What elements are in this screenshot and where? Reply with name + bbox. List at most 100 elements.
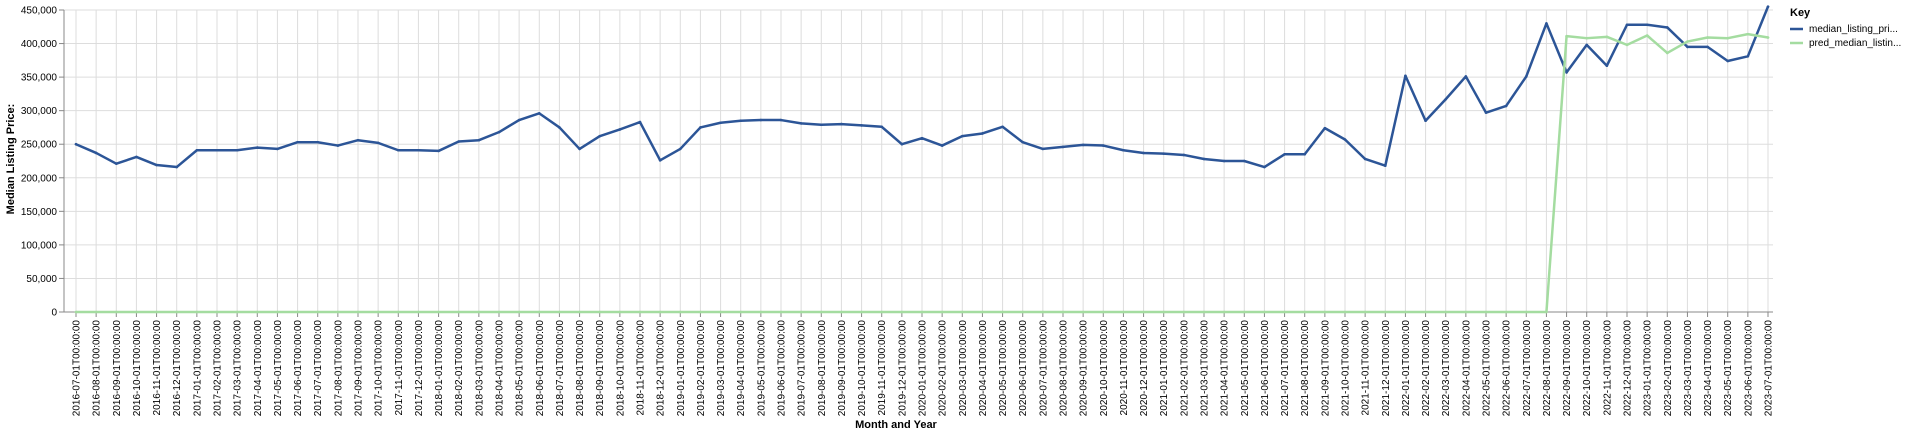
- y-tick-label: 0: [51, 308, 57, 319]
- x-tick-label: 2020-11-01T00:00:00: [1119, 320, 1130, 416]
- series-point: [1665, 26, 1669, 29]
- x-tick-label: 2022-09-01T00:00:00: [1562, 320, 1573, 417]
- series-point: [598, 310, 602, 314]
- x-tick-label: 2020-08-01T00:00:00: [1059, 320, 1070, 417]
- x-tick-label: 2019-01-01T00:00:00: [676, 320, 687, 417]
- x-tick-label: 2020-02-01T00:00:00: [938, 320, 949, 417]
- y-axis-title: Median Listing Price:: [5, 104, 17, 215]
- series-point: [840, 310, 843, 314]
- series-point: [74, 142, 78, 146]
- series-point: [235, 310, 239, 314]
- legend: Key median_listing_pri... pred_median_lis…: [1790, 7, 1901, 49]
- y-tick-label: 450,000: [21, 6, 58, 17]
- series-point: [1242, 310, 1246, 314]
- x-tick-label: 2017-05-01T00:00:00: [273, 320, 284, 417]
- series-point: [699, 310, 702, 314]
- series-point: [1665, 51, 1669, 55]
- series-point: [255, 310, 259, 314]
- series-point: [1202, 310, 1206, 314]
- x-tick-label: 2023-06-01T00:00:00: [1743, 320, 1754, 417]
- series-point: [1363, 157, 1367, 161]
- x-axis: 2016-07-01T00:00:00 2016-08-01T00:00:00 20…: [64, 311, 1775, 417]
- series-point: [94, 310, 98, 314]
- series-point: [376, 141, 380, 145]
- x-tick-label: 2022-10-01T00:00:00: [1582, 320, 1593, 417]
- series-point: [981, 310, 984, 314]
- series-point: [135, 310, 138, 314]
- series-point: [1263, 310, 1266, 314]
- series-point: [356, 310, 360, 314]
- series-point: [155, 163, 158, 167]
- series-point: [135, 155, 138, 159]
- x-tick-label: 2020-04-01T00:00:00: [978, 320, 989, 417]
- series-point: [1182, 310, 1186, 314]
- series-point: [860, 310, 863, 314]
- x-tick-label: 2019-06-01T00:00:00: [777, 320, 788, 417]
- series-point: [417, 310, 420, 314]
- x-tick-label: 2016-11-01T00:00:00: [152, 320, 163, 416]
- series-point: [537, 112, 541, 115]
- series-point: [1424, 119, 1427, 123]
- x-tick-label: 2017-08-01T00:00:00: [333, 320, 344, 417]
- series-point: [1101, 310, 1105, 314]
- x-tick-label: 2017-09-01T00:00:00: [354, 320, 365, 417]
- series-point: [356, 138, 360, 142]
- x-tick-label: 2020-10-01T00:00:00: [1099, 320, 1110, 417]
- series-point: [1182, 153, 1186, 157]
- x-tick-label: 2018-05-01T00:00:00: [515, 320, 526, 417]
- x-tick-label: 2019-07-01T00:00:00: [797, 320, 808, 417]
- series-point: [1001, 310, 1004, 314]
- series-point: [114, 310, 118, 314]
- series-point: [1363, 310, 1367, 314]
- x-tick-label: 2017-02-01T00:00:00: [213, 320, 224, 417]
- series-point: [1766, 36, 1770, 39]
- series-point: [1222, 159, 1226, 163]
- series-point: [1041, 310, 1045, 314]
- series-point: [1484, 310, 1488, 314]
- series-point: [1524, 310, 1528, 314]
- series-point: [497, 130, 501, 134]
- series-point: [1746, 32, 1750, 36]
- series-point: [1101, 144, 1105, 147]
- series-2: [74, 32, 1770, 314]
- x-tick-label: 2021-03-01T00:00:00: [1200, 320, 1211, 417]
- series-point: [1122, 148, 1125, 152]
- x-tick-label: 2019-02-01T00:00:00: [696, 320, 707, 417]
- series-point: [1686, 45, 1689, 49]
- x-tick-label: 2023-05-01T00:00:00: [1723, 320, 1734, 417]
- series-point: [960, 134, 964, 138]
- x-tick-label: 2019-10-01T00:00:00: [857, 320, 868, 417]
- x-tick-label: 2016-07-01T00:00:00: [72, 320, 83, 417]
- series-point: [1645, 23, 1649, 27]
- x-tick-label: 2016-09-01T00:00:00: [112, 320, 123, 417]
- series-point: [1021, 140, 1025, 144]
- legend-title: Key: [1790, 7, 1811, 19]
- series-point: [1222, 310, 1226, 314]
- x-tick-label: 2021-05-01T00:00:00: [1240, 320, 1251, 417]
- x-tick-label: 2022-02-01T00:00:00: [1421, 320, 1432, 417]
- y-axis: 0 50,000 100,000 150,000 200,000 250,000 300,0…: [21, 6, 65, 319]
- series-point: [1726, 36, 1730, 40]
- x-tick-label: 2023-03-01T00:00:00: [1683, 320, 1694, 417]
- series-point: [558, 310, 561, 314]
- series-lines: [74, 5, 1770, 314]
- x-tick-label: 2018-01-01T00:00:00: [434, 320, 445, 417]
- y-tick-label: 200,000: [21, 173, 58, 184]
- x-tick-label: 2019-03-01T00:00:00: [716, 320, 727, 417]
- x-tick-label: 2018-08-01T00:00:00: [575, 320, 586, 417]
- x-tick-label: 2018-02-01T00:00:00: [454, 320, 465, 417]
- x-tick-label: 2021-09-01T00:00:00: [1320, 320, 1331, 417]
- series-point: [1444, 310, 1448, 314]
- series-point: [1343, 138, 1347, 141]
- series-point: [1645, 34, 1649, 37]
- series-point: [920, 310, 924, 314]
- series-point: [880, 310, 884, 314]
- series-point: [900, 142, 904, 146]
- series-point: [981, 132, 984, 135]
- series-point: [840, 122, 843, 126]
- legend-label: pred_median_listin...: [1809, 38, 1901, 49]
- series-point: [1283, 310, 1286, 314]
- x-tick-label: 2020-01-01T00:00:00: [918, 320, 929, 417]
- series-point: [900, 310, 904, 314]
